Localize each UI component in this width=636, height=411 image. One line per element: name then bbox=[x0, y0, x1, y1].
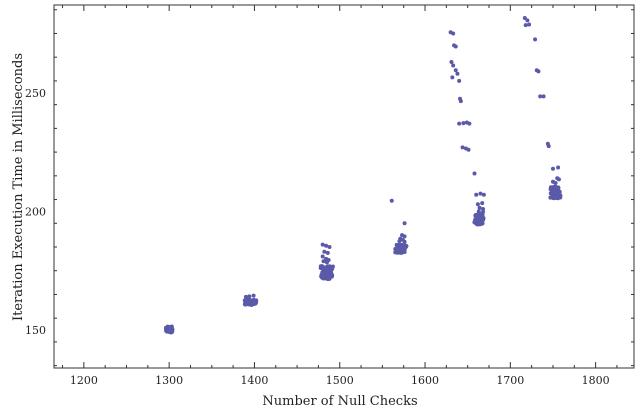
y-tick-labels: 150 200 250 bbox=[25, 87, 46, 337]
x-tick-label: 1800 bbox=[582, 374, 610, 387]
data-point bbox=[243, 294, 248, 299]
data-point bbox=[466, 147, 471, 152]
data-point bbox=[480, 201, 485, 206]
data-point bbox=[550, 166, 555, 171]
data-point bbox=[522, 16, 527, 21]
data-point bbox=[478, 191, 483, 196]
axis-ticks bbox=[54, 5, 634, 368]
data-point bbox=[533, 37, 538, 42]
x-tick-label: 1300 bbox=[155, 374, 183, 387]
data-point bbox=[325, 250, 330, 255]
data-point bbox=[460, 145, 465, 150]
data-point bbox=[536, 69, 541, 74]
x-tick-label: 1600 bbox=[411, 374, 439, 387]
data-point bbox=[472, 171, 477, 176]
data-point bbox=[320, 242, 325, 247]
data-point bbox=[395, 250, 400, 255]
data-point bbox=[546, 144, 551, 149]
plot-frame bbox=[53, 4, 635, 369]
data-point bbox=[476, 213, 481, 218]
data-point bbox=[525, 18, 530, 23]
data-point bbox=[481, 192, 486, 197]
data-point bbox=[457, 121, 462, 126]
data-point bbox=[476, 209, 481, 214]
data-point bbox=[327, 245, 332, 249]
x-tick-label: 1400 bbox=[240, 374, 268, 387]
data-point bbox=[402, 221, 407, 226]
data-point bbox=[481, 207, 486, 212]
data-point bbox=[553, 180, 558, 185]
data-point bbox=[555, 194, 560, 199]
data-point bbox=[477, 205, 482, 210]
data-point bbox=[320, 254, 325, 259]
data-point bbox=[320, 270, 325, 275]
x-tick-label: 1200 bbox=[70, 374, 98, 387]
data-point bbox=[458, 99, 463, 104]
data-point bbox=[320, 274, 325, 279]
data-point bbox=[523, 23, 528, 28]
x-axis-label: Number of Null Checks bbox=[262, 394, 417, 409]
data-point bbox=[461, 121, 466, 126]
data-point bbox=[402, 239, 407, 244]
data-point bbox=[556, 190, 561, 195]
data-point bbox=[324, 243, 329, 248]
data-point bbox=[164, 329, 169, 334]
data-point bbox=[481, 209, 486, 214]
data-point bbox=[467, 121, 472, 126]
data-point bbox=[397, 239, 402, 244]
y-tick-label: 250 bbox=[25, 87, 46, 100]
data-point bbox=[242, 302, 247, 307]
data-point bbox=[538, 94, 543, 99]
data-points bbox=[163, 16, 563, 335]
data-point bbox=[322, 249, 327, 254]
x-tick-labels: 1200 1300 1400 1500 1600 1700 1800 bbox=[70, 374, 610, 387]
x-tick-label: 1500 bbox=[326, 374, 354, 387]
data-point bbox=[548, 187, 553, 192]
data-point bbox=[474, 192, 479, 197]
data-point bbox=[475, 202, 480, 207]
data-point bbox=[396, 247, 401, 252]
data-point bbox=[398, 242, 403, 247]
data-point bbox=[327, 267, 332, 272]
data-point bbox=[451, 31, 456, 36]
data-point bbox=[402, 234, 407, 239]
data-point bbox=[478, 217, 483, 222]
data-point bbox=[389, 198, 394, 203]
data-point bbox=[541, 94, 546, 99]
data-point bbox=[453, 44, 458, 49]
data-point bbox=[552, 184, 557, 189]
data-point bbox=[451, 63, 456, 68]
data-point bbox=[321, 259, 326, 264]
data-point bbox=[250, 301, 255, 306]
data-point bbox=[251, 293, 256, 298]
y-axis-label: Iteration Execution Time in Milliseconds bbox=[11, 53, 26, 321]
data-point bbox=[527, 22, 532, 27]
data-point bbox=[324, 260, 329, 265]
data-point bbox=[455, 71, 460, 76]
data-point bbox=[323, 273, 328, 278]
data-point bbox=[556, 177, 561, 182]
data-point bbox=[330, 273, 335, 278]
data-point bbox=[477, 220, 482, 225]
data-point bbox=[556, 165, 561, 170]
data-point bbox=[450, 75, 455, 80]
data-point bbox=[558, 193, 563, 198]
data-point bbox=[247, 294, 252, 299]
data-point bbox=[323, 265, 328, 270]
y-tick-label: 200 bbox=[25, 205, 46, 218]
x-tick-label: 1700 bbox=[496, 374, 524, 387]
y-tick-label: 150 bbox=[25, 324, 46, 337]
data-point bbox=[449, 59, 454, 64]
data-point bbox=[243, 299, 248, 304]
data-point bbox=[457, 78, 462, 83]
data-point bbox=[163, 325, 168, 330]
data-point bbox=[453, 68, 458, 73]
